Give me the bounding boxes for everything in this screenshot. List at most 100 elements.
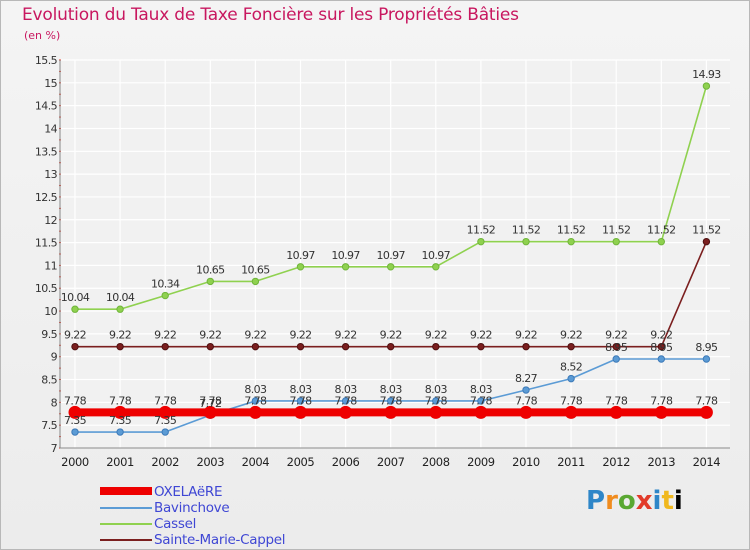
data-label: 7.78 [425,394,448,407]
legend-item-cassel: Cassel [100,516,360,532]
y-unit-label: (en %) [24,29,61,42]
x-tick-label: 2011 [557,455,585,469]
data-label: 11.52 [602,224,631,237]
y-tick-label: 15 [44,77,57,90]
y-tick-label: 13 [44,168,57,181]
data-point [429,405,443,419]
data-label: 10.97 [422,249,451,262]
data-point [294,405,307,419]
data-point [71,342,79,351]
data-label: 7.72 [199,397,221,410]
x-tick-label: 2008 [422,455,450,469]
x-tick-label: 2013 [647,455,675,469]
legend-label-cassel: Cassel [154,516,197,532]
legend-swatch-oxelaere [100,487,152,495]
data-point [387,342,395,351]
data-point [158,405,172,419]
data-label: 7.78 [244,394,267,407]
data-label: 7.78 [605,394,628,407]
data-label: 9.22 [109,329,131,342]
x-tick-label: 2000 [61,455,89,469]
data-point [161,428,169,436]
data-label: 7.78 [154,394,177,407]
data-point [657,237,665,246]
data-label: 9.22 [244,329,266,342]
data-label: 8.95 [605,341,628,354]
data-label: 10.65 [241,263,270,276]
data-label: 9.22 [154,329,176,342]
data-label: 7.78 [470,394,493,407]
y-tick-label: 12 [44,214,57,227]
data-point [699,405,713,419]
data-point [477,342,485,351]
x-tick-label: 2004 [242,455,270,469]
data-point [477,397,485,405]
data-point [702,82,711,90]
data-label: 7.78 [515,394,538,407]
x-tick-label: 2001 [106,455,134,469]
data-label: 9.22 [425,329,447,342]
data-point [206,277,215,286]
y-tick-label: 10.5 [35,282,58,295]
y-tick-label: 12.5 [35,191,58,204]
data-label: 11.52 [467,224,496,237]
data-point [251,277,260,286]
legend-item-bavinchove: Bavinchove [100,500,360,516]
data-label: 8.03 [380,383,403,396]
data-point [341,397,350,405]
data-point [206,342,215,351]
data-point [251,342,260,351]
legend-label-bavinchove: Bavinchove [154,500,230,516]
data-label: 10.65 [196,263,225,276]
data-point [612,342,620,351]
data-point [251,397,260,405]
legend-item-oxelaere: OXELAëRE [100,484,360,500]
x-tick-label: 2010 [512,455,540,469]
y-tick-label: 7 [51,442,58,455]
data-point [567,237,575,246]
data-point [564,405,578,419]
data-label: 10.97 [376,249,405,262]
data-point [387,397,395,405]
data-point [567,342,575,351]
data-point [71,428,79,436]
x-tick-label: 2007 [377,455,405,469]
legend-item-sainte-marie-cappel: Sainte-Marie-Cappel [100,532,360,548]
y-tick-label: 7.5 [41,419,57,432]
data-label: 8.27 [515,372,538,385]
data-point [296,263,305,271]
data-point [519,405,533,419]
data-point [474,405,488,419]
data-label: 11.52 [647,224,676,237]
legend-label-oxelaere: OXELAëRE [154,484,223,500]
data-point [203,405,217,419]
data-point [387,263,395,271]
data-label: 9.22 [470,329,492,342]
data-point [71,305,79,313]
data-label: 7.35 [109,414,132,427]
y-tick-label: 10 [44,305,57,318]
y-tick-label: 9.5 [41,328,57,341]
legend: OXELAëRE Bavinchove Cassel Sainte-Marie-… [100,484,360,548]
y-tick-label: 13.5 [35,145,58,158]
data-label: 9.22 [199,329,221,342]
data-point [339,405,353,419]
legend-swatch-cassel [100,523,152,525]
data-point [609,405,623,419]
data-point [477,237,485,246]
data-label: 7.78 [335,394,358,407]
x-tick-label: 2006 [332,455,360,469]
data-label: 7.78 [289,394,312,407]
data-label: 9.22 [380,329,402,342]
data-label: 14.93 [692,68,721,81]
y-tick-label: 8 [51,396,58,409]
data-point [522,342,530,351]
data-label: 7.35 [64,414,87,427]
data-label: 8.03 [470,383,493,396]
data-point [116,305,124,313]
data-label: 9.22 [605,329,627,342]
data-point [296,397,305,405]
y-tick-label: 14.5 [35,100,58,113]
data-label: 10.04 [61,291,90,304]
